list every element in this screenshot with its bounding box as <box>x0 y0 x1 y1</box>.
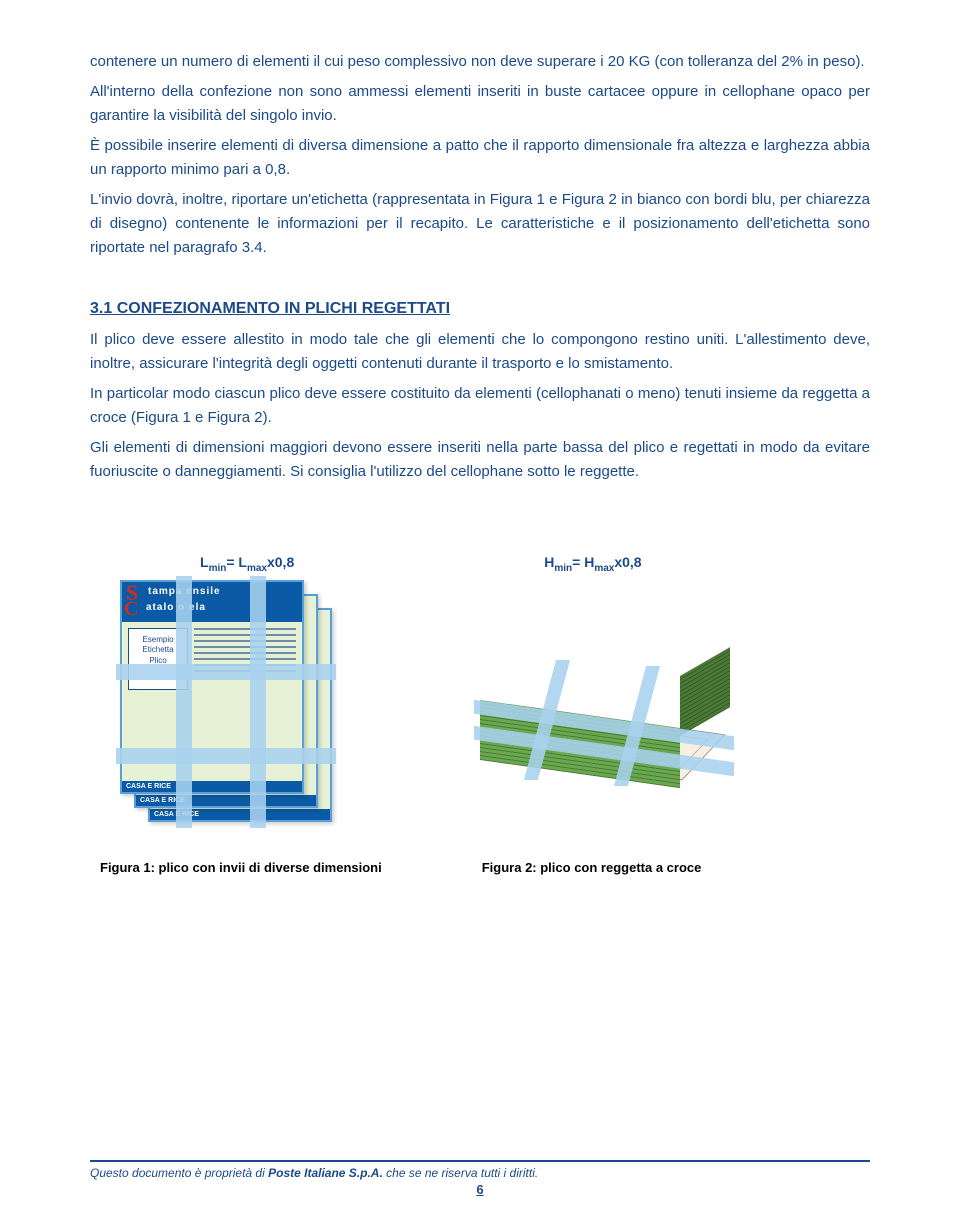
figure-1-caption: Figura 1: plico con invii di diverse dim… <box>100 860 382 875</box>
figure-2-caption: Figura 2: plico con reggetta a croce <box>482 860 702 875</box>
magazine-body: Esempio Etichetta Plico <box>122 622 302 696</box>
strap-vertical-2 <box>250 576 266 828</box>
section-body: Il plico deve essere allestito in modo t… <box>90 328 870 484</box>
mag-footer-mid: CASA E RICE <box>136 795 316 806</box>
section-p2: In particolar modo ciascun plico deve es… <box>90 382 870 430</box>
footer-ownership-text: Questo documento è proprietà di Poste It… <box>90 1166 870 1180</box>
strap-vertical-1 <box>176 576 192 828</box>
formula-row: Lmin= Lmaxx0,8 Hmin= Hmaxx0,8 <box>200 554 870 574</box>
intro-paragraphs: contenere un numero di elementi il cui p… <box>90 50 870 260</box>
page-footer: Questo documento è proprietà di Poste It… <box>90 1160 870 1197</box>
iso-stack: TITOLO AMPA <box>480 640 720 780</box>
figure-1-diagram: CASA E RICE CASA E RICE S C tampa ensile… <box>120 580 340 820</box>
page: contenere un numero di elementi il cui p… <box>0 0 960 1227</box>
figures-row: CASA E RICE CASA E RICE S C tampa ensile… <box>120 580 870 820</box>
strap-horizontal-1 <box>116 664 336 680</box>
section-p1: Il plico deve essere allestito in modo t… <box>90 328 870 376</box>
paragraph-1: contenere un numero di elementi il cui p… <box>90 50 870 74</box>
figure-2-diagram: TITOLO AMPA <box>460 600 760 800</box>
letter-c-icon: C <box>124 598 138 621</box>
section-heading-3-1: 3.1 CONFEZIONAMENTO IN PLICHI REGETTATI <box>90 300 870 318</box>
paragraph-3: È possibile inserire elementi di diversa… <box>90 134 870 182</box>
paragraph-2: All'interno della confezione non sono am… <box>90 80 870 128</box>
formula-lmin: Lmin= Lmaxx0,8 <box>200 554 294 574</box>
section-p3: Gli elementi di dimensioni maggiori devo… <box>90 436 870 484</box>
magazine-text-lines <box>194 628 296 690</box>
strap-horizontal-2 <box>116 748 336 764</box>
footer-divider <box>90 1160 870 1162</box>
footer-suffix: che se ne riserva tutti i diritti. <box>383 1166 538 1180</box>
page-number: 6 <box>90 1182 870 1197</box>
footer-prefix: Questo documento è proprietà di <box>90 1166 268 1180</box>
magazine-header: S C tampa ensile atalo o ela <box>122 582 302 622</box>
formula-hmin: Hmin= Hmaxx0,8 <box>544 554 641 574</box>
footer-company: Poste Italiane S.p.A. <box>268 1166 383 1180</box>
paragraph-4: L'invio dovrà, inoltre, riportare un'eti… <box>90 188 870 260</box>
captions-row: Figura 1: plico con invii di diverse dim… <box>100 860 870 875</box>
mag-footer-front: CASA E RICE <box>122 781 302 792</box>
iso-right-face <box>680 647 730 736</box>
